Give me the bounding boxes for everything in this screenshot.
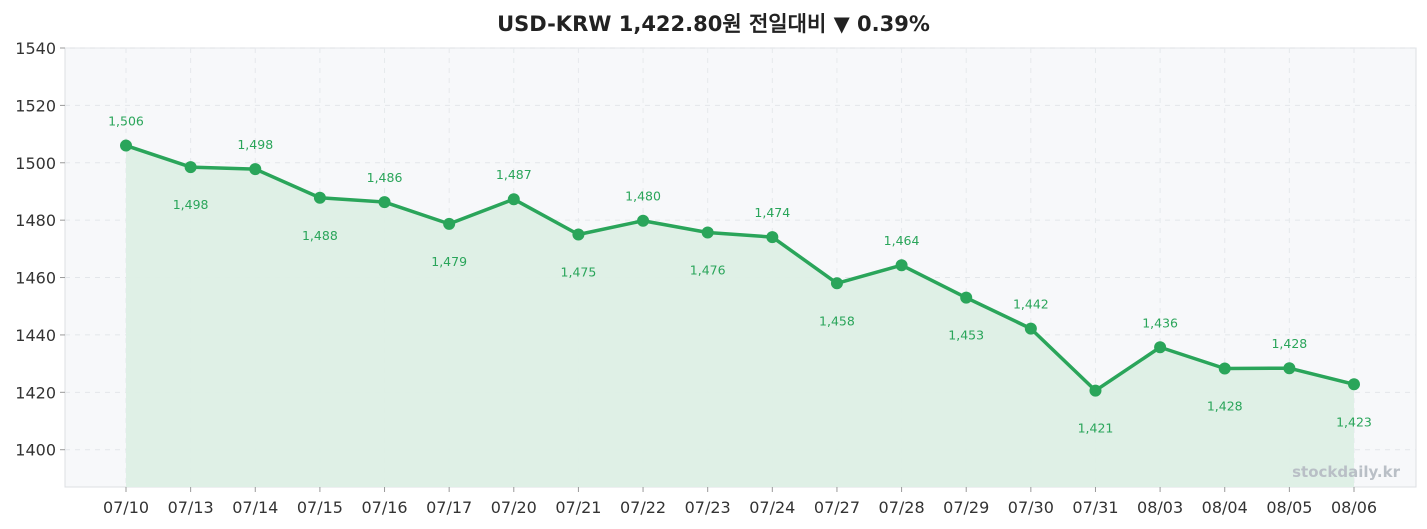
y-tick-label: 1420 xyxy=(15,383,56,402)
data-point xyxy=(1089,384,1102,397)
x-tick-label: 08/04 xyxy=(1202,498,1248,517)
data-label: 1,453 xyxy=(948,328,984,343)
data-point xyxy=(572,228,585,241)
x-tick-label: 08/06 xyxy=(1331,498,1377,517)
data-label: 1,464 xyxy=(884,233,920,248)
data-point xyxy=(184,161,197,174)
data-point xyxy=(1024,322,1037,335)
x-tick-label: 07/20 xyxy=(491,498,537,517)
x-tick-label: 08/05 xyxy=(1266,498,1312,517)
series-area xyxy=(126,145,1354,488)
x-tick-label: 07/31 xyxy=(1072,498,1118,517)
series-line xyxy=(125,143,1355,393)
y-tick-label: 1440 xyxy=(15,326,56,345)
x-tick-label: 07/15 xyxy=(297,498,343,517)
data-point xyxy=(1218,362,1231,375)
x-tick-label: 07/14 xyxy=(232,498,278,517)
data-label: 1,487 xyxy=(496,167,532,182)
data-point xyxy=(830,277,843,290)
data-label: 1,506 xyxy=(108,114,144,129)
data-label: 1,486 xyxy=(367,170,403,185)
x-tick-label: 07/27 xyxy=(814,498,860,517)
data-label: 1,428 xyxy=(1271,336,1307,351)
data-point xyxy=(637,214,650,227)
data-label: 1,428 xyxy=(1207,398,1243,413)
data-point xyxy=(960,291,973,304)
chart-title: USD-KRW 1,422.80원 전일대비 ▼ 0.39% xyxy=(497,12,930,36)
x-tick-label: 07/21 xyxy=(555,498,601,517)
x-tick-label: 07/10 xyxy=(103,498,149,517)
x-tick-label: 07/29 xyxy=(943,498,989,517)
data-label: 1,474 xyxy=(754,205,790,220)
data-point xyxy=(120,139,132,152)
data-point xyxy=(766,231,779,244)
data-label: 1,436 xyxy=(1142,315,1178,330)
y-tick-label: 1480 xyxy=(15,211,56,230)
data-point xyxy=(895,259,908,272)
data-label: 1,498 xyxy=(237,137,273,152)
data-label: 1,488 xyxy=(302,228,338,243)
watermark-text: stockdaily.kr xyxy=(1292,463,1400,481)
data-point xyxy=(507,193,520,206)
x-tick-label: 08/03 xyxy=(1137,498,1183,517)
y-tick-label: 1540 xyxy=(15,39,56,58)
data-label: 1,476 xyxy=(690,262,726,277)
data-point xyxy=(1283,362,1296,375)
data-label: 1,421 xyxy=(1078,421,1114,436)
x-tick-label: 07/22 xyxy=(620,498,666,517)
x-tick-label: 07/13 xyxy=(168,498,214,517)
x-tick-label: 07/16 xyxy=(361,498,407,517)
data-label: 1,479 xyxy=(431,254,467,269)
x-tick-label: 07/30 xyxy=(1008,498,1054,517)
data-label: 1,458 xyxy=(819,313,855,328)
x-tick-label: 07/24 xyxy=(749,498,795,517)
data-label: 1,480 xyxy=(625,189,661,204)
x-tick-label: 07/23 xyxy=(685,498,731,517)
x-tick-label: 07/17 xyxy=(426,498,472,517)
data-label: 1,423 xyxy=(1336,414,1372,429)
data-label: 1,475 xyxy=(561,265,597,280)
data-point xyxy=(701,226,714,239)
y-tick-label: 1500 xyxy=(15,154,56,173)
data-point xyxy=(378,196,391,209)
data-label: 1,498 xyxy=(173,197,209,212)
data-label: 1,442 xyxy=(1013,297,1049,312)
x-tick-label: 07/28 xyxy=(879,498,925,517)
y-tick-label: 1520 xyxy=(15,96,56,115)
data-point xyxy=(249,163,262,176)
y-tick-label: 1460 xyxy=(15,269,56,288)
y-tick-label: 1400 xyxy=(15,441,56,460)
data-point xyxy=(1348,378,1360,391)
data-point xyxy=(1154,341,1167,354)
data-point xyxy=(313,191,326,204)
data-point xyxy=(443,217,456,230)
